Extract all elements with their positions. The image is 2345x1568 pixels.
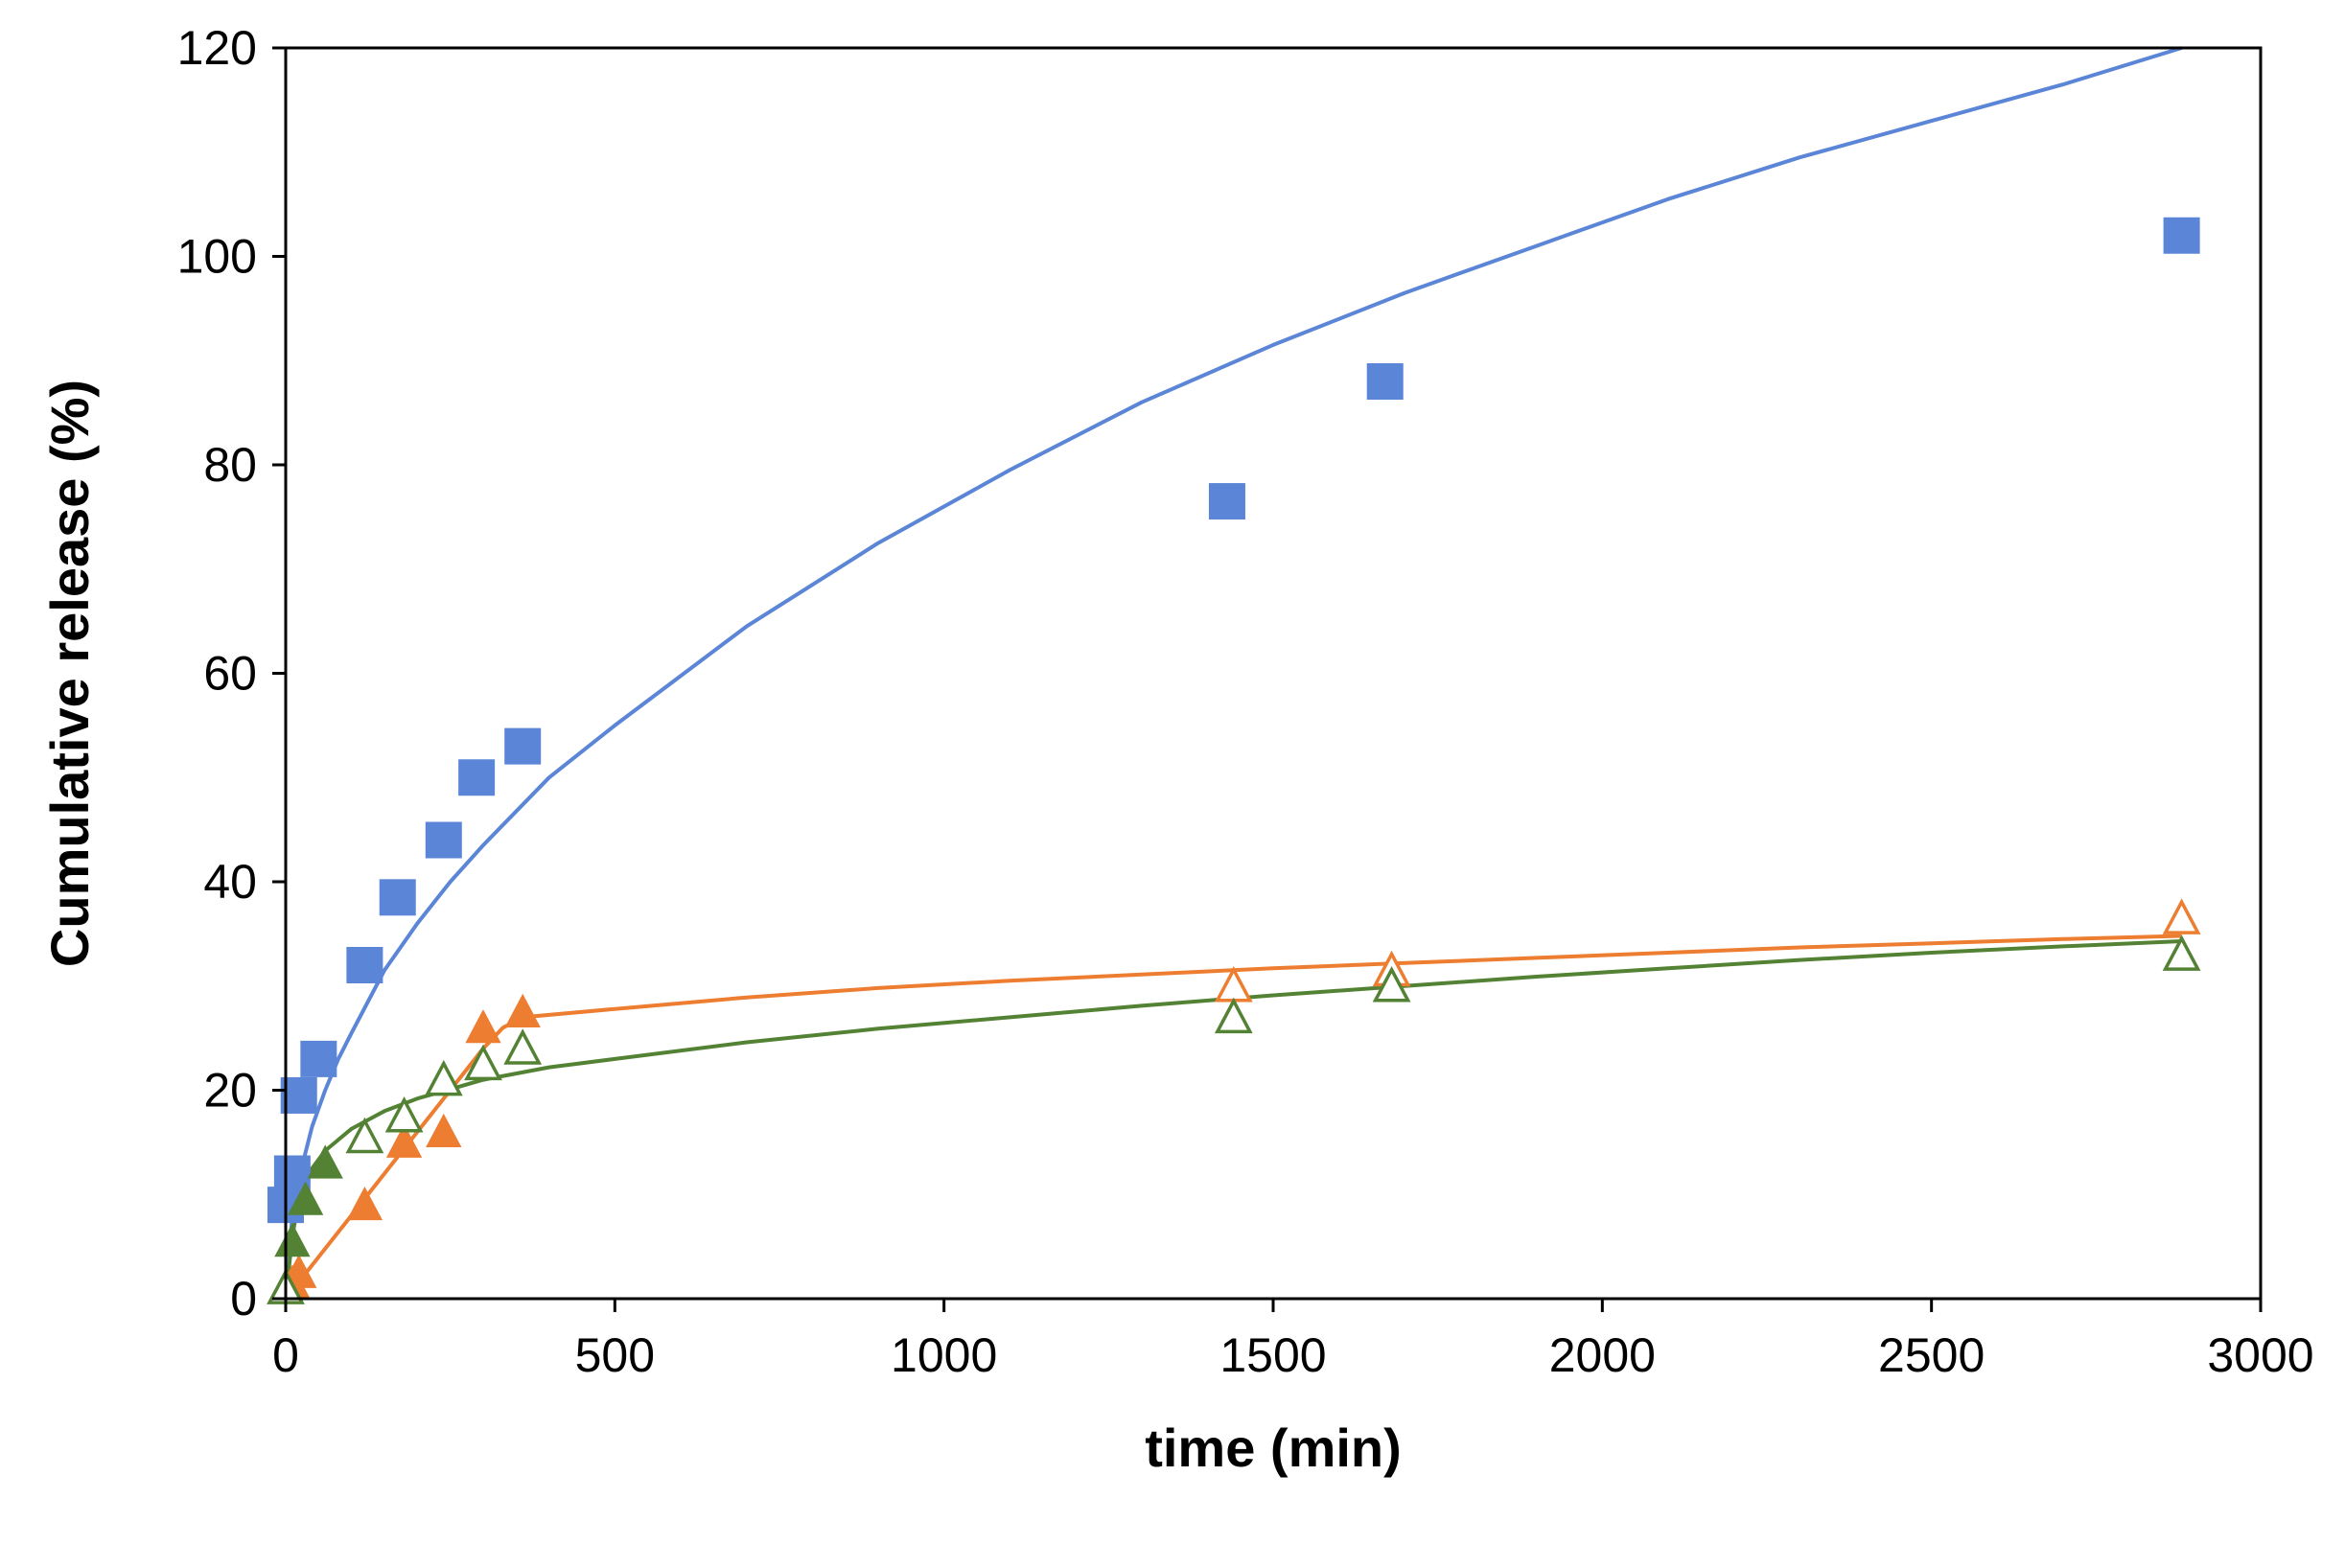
y-axis-title: Cumulative release (%) bbox=[39, 380, 100, 967]
data-point-square bbox=[504, 727, 542, 765]
data-point-square bbox=[458, 759, 496, 796]
data-point-triangle-filled bbox=[346, 1186, 383, 1221]
y-tick-label: 20 bbox=[203, 1064, 257, 1118]
y-tick-label: 100 bbox=[177, 230, 257, 284]
data-point-triangle-open bbox=[424, 1059, 463, 1096]
data-point-square bbox=[1208, 483, 1245, 520]
x-tick-label: 1500 bbox=[1219, 1328, 1326, 1382]
x-tick-label: 500 bbox=[575, 1328, 655, 1382]
data-point-triangle-filled bbox=[274, 1223, 311, 1257]
data-point-triangle-open bbox=[1214, 997, 1253, 1034]
data-point-triangle-filled bbox=[504, 993, 541, 1027]
data-point-square bbox=[1366, 363, 1404, 400]
data-point-triangle-filled bbox=[287, 1181, 324, 1215]
data-point-square bbox=[300, 1040, 337, 1077]
data-point-triangle-open bbox=[2162, 898, 2201, 934]
y-tick-label: 40 bbox=[203, 855, 257, 909]
y-tick-label: 0 bbox=[230, 1272, 257, 1326]
data-point-triangle-filled bbox=[385, 1123, 423, 1158]
data-point-triangle-open bbox=[384, 1095, 424, 1133]
data-point-triangle-open bbox=[2162, 934, 2201, 971]
data-point-triangle-open bbox=[464, 1044, 502, 1081]
data-point-square bbox=[379, 879, 416, 916]
x-tick-label: 3000 bbox=[2207, 1328, 2313, 1382]
x-tick-label: 2000 bbox=[1549, 1328, 1656, 1382]
x-tick-label: 2500 bbox=[1878, 1328, 1985, 1382]
data-point-square bbox=[425, 821, 462, 859]
plot-area-frame bbox=[284, 46, 2263, 1301]
y-tick-label: 120 bbox=[177, 21, 257, 75]
data-point-triangle-open bbox=[503, 1028, 543, 1065]
x-tick-label: 0 bbox=[272, 1328, 299, 1382]
fit-line-0 bbox=[284, 46, 2183, 1300]
axis-layer: 0 500 1000 1500 2000 2500 3000 0 20 40 60 80 100 120 bbox=[177, 21, 2314, 1382]
x-axis-title: time (min) bbox=[1145, 1418, 1402, 1478]
data-point-triangle-open bbox=[1372, 966, 1411, 1003]
plot-layer bbox=[267, 46, 2201, 1304]
x-tick-label: 1000 bbox=[891, 1328, 997, 1382]
data-point-square bbox=[346, 947, 383, 983]
y-tick-label: 60 bbox=[203, 647, 257, 701]
data-point-triangle-filled bbox=[307, 1144, 343, 1179]
data-point-square bbox=[2163, 217, 2200, 254]
y-tick-label: 80 bbox=[203, 438, 257, 492]
data-point-triangle-filled bbox=[426, 1113, 462, 1147]
data-point-triangle-filled bbox=[465, 1009, 501, 1044]
data-point-triangle-open bbox=[345, 1117, 384, 1154]
